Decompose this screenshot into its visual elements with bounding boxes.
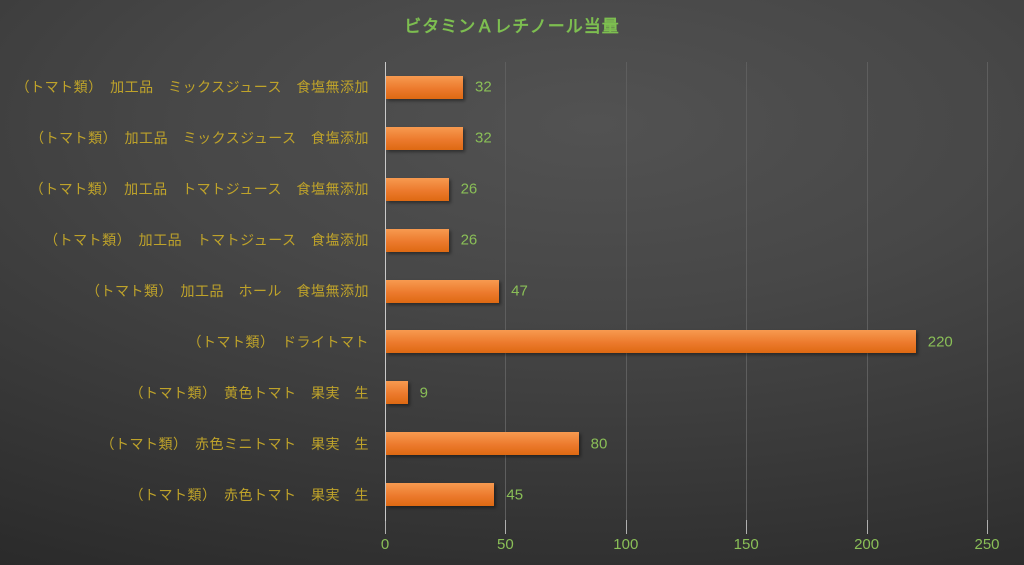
value-label: 9 xyxy=(419,384,429,402)
category-label: （トマト類） 赤色トマト 果実 生 xyxy=(129,486,369,503)
category-label: （トマト類） 加工品 ミックスジュース 食塩添加 xyxy=(30,130,369,147)
x-axis-tick-mark xyxy=(746,520,748,534)
chart-title: ビタミンＡレチノール当量 xyxy=(404,17,620,36)
bar[interactable] xyxy=(386,75,464,99)
value-label: 220 xyxy=(927,333,953,351)
bar[interactable] xyxy=(386,177,449,201)
x-axis-tick-label: 200 xyxy=(854,536,880,553)
value-label: 45 xyxy=(506,486,524,504)
gridline xyxy=(987,62,988,520)
x-axis-tick-mark xyxy=(505,520,507,534)
gridline xyxy=(746,62,748,520)
category-label: （トマト類） 加工品 トマトジュース 食塩添加 xyxy=(44,232,369,249)
category-label: （トマト類） ドライトマト xyxy=(187,333,369,350)
value-label: 26 xyxy=(460,231,478,249)
bar[interactable] xyxy=(386,381,408,405)
value-label: 26 xyxy=(460,180,478,198)
value-label: 32 xyxy=(475,129,492,147)
bar[interactable] xyxy=(386,330,916,354)
bar[interactable] xyxy=(386,483,495,507)
category-label: （トマト類） 黄色トマト 果実 生 xyxy=(129,384,369,401)
x-axis-tick-mark xyxy=(625,520,627,534)
gridline xyxy=(625,62,627,520)
value-label: 32 xyxy=(475,78,492,96)
x-axis-tick-mark xyxy=(987,520,988,534)
bar[interactable] xyxy=(386,432,579,456)
gridline xyxy=(866,62,868,520)
plot-area: 0 50 100 150 200 250 32 32 26 26 47 220 9 80 45 xyxy=(381,62,1000,553)
gridline xyxy=(505,62,507,520)
x-axis-tick-mark xyxy=(866,520,868,534)
y-axis-line xyxy=(385,62,386,521)
category-label: （トマト類） 加工品 ミックスジュース 食塩無添加 xyxy=(15,79,369,96)
category-axis: （トマト類） 加工品 ミックスジュース 食塩無添加 （トマト類） 加工品 ミックス… xyxy=(0,62,377,520)
x-axis-tick-label: 100 xyxy=(613,536,639,553)
category-label: （トマト類） 加工品 トマトジュース 食塩無添加 xyxy=(29,181,369,198)
x-axis-tick-label: 0 xyxy=(380,536,390,553)
x-axis-tick-label: 150 xyxy=(733,536,759,553)
x-axis-tick-mark xyxy=(385,520,386,534)
value-label: 47 xyxy=(511,282,528,300)
category-label: （トマト類） 赤色ミニトマト 果実 生 xyxy=(100,435,369,452)
bar[interactable] xyxy=(386,126,464,150)
x-axis-tick-label: 250 xyxy=(974,536,1000,553)
category-label: （トマト類） 加工品 ホール 食塩無添加 xyxy=(86,283,369,299)
bar[interactable] xyxy=(386,279,500,303)
bar[interactable] xyxy=(386,228,449,252)
value-label: 80 xyxy=(590,435,608,453)
x-axis-tick-label: 50 xyxy=(497,536,514,553)
